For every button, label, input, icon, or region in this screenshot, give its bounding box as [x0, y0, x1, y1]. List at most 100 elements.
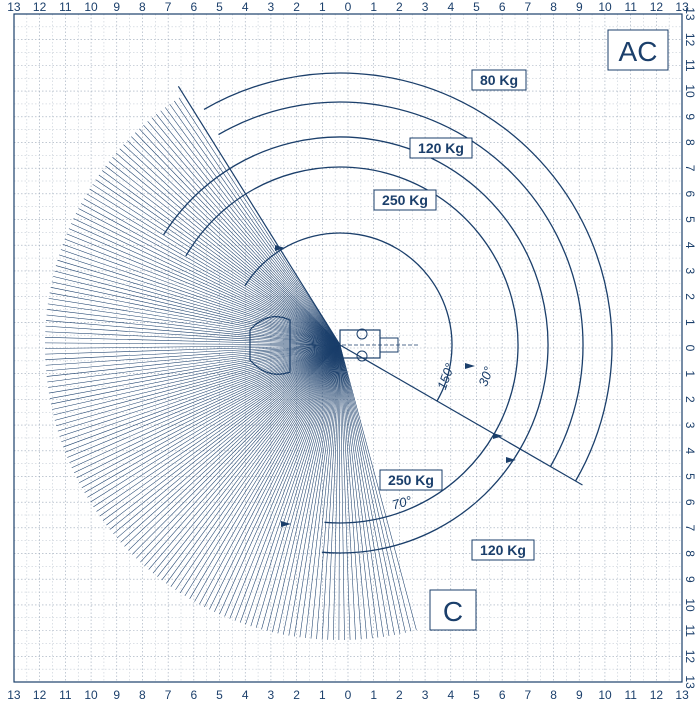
fan-line — [54, 270, 341, 346]
x-tick-top: 5 — [473, 0, 480, 14]
fan-line — [179, 344, 341, 594]
fan-line — [56, 344, 341, 427]
fan-line — [48, 344, 341, 394]
fan-line — [204, 344, 341, 608]
fan-line — [45, 344, 341, 355]
load-arc — [203, 72, 613, 482]
y-tick-right: 10 — [683, 84, 697, 98]
load-label-250-bottom: 250 Kg — [388, 472, 434, 488]
fan-line — [45, 344, 341, 349]
fan-line — [124, 344, 341, 547]
y-tick-right: 5 — [683, 473, 697, 480]
y-tick-right: 6 — [683, 190, 697, 197]
fan-line — [321, 344, 341, 640]
x-tick-top: 10 — [84, 0, 98, 14]
x-tick-top: 13 — [7, 0, 21, 14]
fan-line — [339, 344, 373, 639]
x-tick-top: 7 — [525, 0, 532, 14]
x-tick-bottom: 2 — [396, 688, 403, 702]
fan-line — [86, 193, 341, 346]
load-arc-lower — [324, 433, 495, 524]
fan-line — [92, 184, 341, 346]
fan-line — [79, 344, 341, 484]
x-tick-top: 1 — [370, 0, 377, 14]
fan-line — [339, 344, 395, 635]
fan-line — [48, 344, 341, 388]
boundary-line-150 — [177, 86, 341, 346]
fan-line — [106, 344, 341, 526]
fan-line — [338, 344, 341, 640]
fan-line — [224, 344, 341, 617]
fan-line — [169, 103, 341, 346]
y-tick-right: 8 — [683, 550, 697, 557]
y-tick-right: 2 — [683, 293, 697, 300]
x-tick-bottom: 8 — [139, 688, 146, 702]
fan-line — [245, 344, 341, 625]
fan-line — [143, 124, 341, 346]
x-tick-bottom: 13 — [675, 688, 689, 702]
x-tick-top: 3 — [422, 0, 429, 14]
fan-line — [116, 344, 341, 539]
y-tick-right: 11 — [683, 624, 697, 637]
fan-line — [327, 344, 341, 640]
x-tick-top: 8 — [550, 0, 557, 14]
fan-line — [131, 136, 341, 346]
fan-line — [98, 174, 341, 346]
fan-line — [288, 344, 341, 636]
fan-line — [174, 100, 341, 346]
fan-line — [81, 344, 341, 488]
fan-line — [189, 344, 341, 599]
fan-line — [157, 344, 341, 577]
fan-line — [161, 344, 341, 581]
fan-line — [46, 344, 341, 372]
fan-line — [81, 203, 341, 346]
y-tick-right: 7 — [683, 525, 697, 532]
fan-line — [199, 344, 341, 605]
fan-line — [71, 344, 341, 468]
fan-line — [96, 344, 341, 512]
fan-line — [139, 128, 341, 346]
y-tick-right: 8 — [683, 139, 697, 146]
y-tick-right: 1 — [683, 370, 697, 377]
x-tick-bottom: 9 — [576, 688, 583, 702]
load-label-80: 80 Kg — [480, 72, 518, 88]
y-tick-right: 3 — [683, 422, 697, 429]
load-box-120-top — [409, 137, 473, 159]
load-box-250-bottom — [379, 469, 443, 491]
fan-line — [194, 344, 341, 602]
fan-line — [120, 344, 341, 543]
fan-line — [214, 344, 341, 613]
zone-box-c — [429, 589, 477, 631]
fan-line — [255, 344, 341, 628]
fan-line — [45, 325, 341, 346]
fan-line — [57, 344, 341, 432]
x-tick-top: 6 — [499, 0, 506, 14]
x-tick-bottom: 0 — [345, 688, 352, 702]
fan-line — [45, 344, 341, 360]
x-tick-top: 7 — [165, 0, 172, 14]
plot-frame — [13, 13, 683, 683]
fan-line — [99, 344, 341, 517]
x-tick-bottom: 6 — [190, 688, 197, 702]
fan-line — [47, 309, 341, 346]
x-tick-top: 12 — [650, 0, 664, 14]
fan-line — [83, 198, 341, 346]
fan-line — [46, 344, 341, 377]
fan-line — [53, 276, 341, 346]
fan-line — [132, 344, 341, 555]
load-label-250-top: 250 Kg — [382, 192, 428, 208]
fan-line — [277, 344, 341, 634]
fan-line — [108, 161, 341, 346]
y-tick-right: 12 — [683, 650, 697, 664]
fan-line — [64, 238, 341, 346]
arc-arrow — [506, 457, 516, 463]
fan-line — [283, 344, 341, 635]
fan-line — [89, 188, 341, 346]
fan-line — [90, 344, 341, 503]
load-box-250-top — [373, 189, 437, 211]
fan-line — [69, 344, 341, 463]
load-label-120-bottom: 120 Kg — [480, 542, 526, 558]
x-tick-bottom: 7 — [165, 688, 172, 702]
fan-line — [101, 170, 341, 346]
